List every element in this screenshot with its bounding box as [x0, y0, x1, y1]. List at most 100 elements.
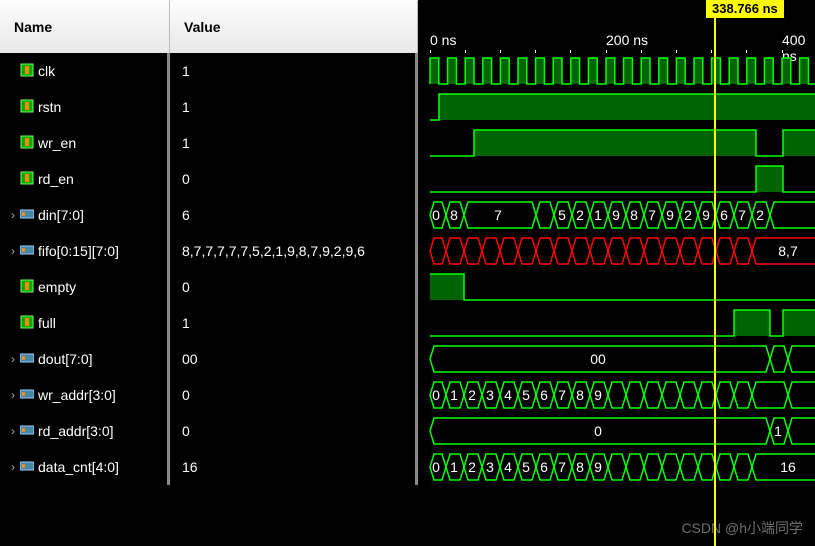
signal-row[interactable]: full 1	[0, 305, 418, 341]
signal-value: 16	[182, 459, 198, 475]
time-ruler[interactable]: 0 ns200 ns400 ns	[418, 18, 815, 53]
wave-row[interactable]	[418, 305, 815, 341]
signal-row[interactable]: › rd_addr[3:0] 0	[0, 413, 418, 449]
svg-text:9: 9	[666, 207, 674, 223]
signal-value: 6	[182, 207, 190, 223]
waveform-panel[interactable]: 338.766 ns 0 ns200 ns400 ns 087521987929…	[418, 0, 815, 546]
signal-row[interactable]: › data_cnt[4:0] 16	[0, 449, 418, 485]
signal-name-cell[interactable]: › rd_addr[3:0]	[0, 413, 170, 449]
svg-text:3: 3	[486, 459, 494, 475]
expand-chevron-icon[interactable]: ›	[6, 424, 20, 438]
signal-value-cell[interactable]: 16	[170, 449, 418, 485]
header-value[interactable]: Value	[170, 1, 418, 53]
svg-text:7: 7	[558, 459, 566, 475]
svg-text:2: 2	[468, 387, 476, 403]
signal-name-cell[interactable]: › din[7:0]	[0, 197, 170, 233]
signal-name-cell[interactable]: ›dout[7:0]	[0, 341, 170, 377]
signal-value-cell[interactable]: 1	[170, 53, 418, 89]
signal-row[interactable]: wr_en 1	[0, 125, 418, 161]
signal-name-cell[interactable]: rd_en	[0, 161, 170, 197]
wave-row[interactable]: 01	[418, 413, 815, 449]
signal-row[interactable]: clk 1	[0, 53, 418, 89]
wave-row[interactable]: 8,7	[418, 233, 815, 269]
signal-name-cell[interactable]: empty	[0, 269, 170, 305]
wave-rows: 0875219879296728,70001234567890101234567…	[418, 53, 815, 485]
svg-text:1: 1	[594, 207, 602, 223]
expand-chevron-icon[interactable]: ›	[6, 244, 20, 258]
signal-name: empty	[38, 279, 76, 295]
signal-name: data_cnt[4:0]	[38, 459, 119, 475]
wave-row[interactable]	[418, 89, 815, 125]
svg-text:9: 9	[612, 207, 620, 223]
svg-text:6: 6	[540, 387, 548, 403]
wave-row[interactable]: 00	[418, 341, 815, 377]
svg-text:4: 4	[504, 459, 512, 475]
expand-chevron-icon[interactable]: ›	[6, 460, 20, 474]
signal-name: din[7:0]	[38, 207, 84, 223]
svg-text:2: 2	[468, 459, 476, 475]
svg-text:5: 5	[558, 207, 566, 223]
signal-type-icon	[20, 243, 38, 260]
signal-name-cell[interactable]: ›fifo[0:15][7:0]	[0, 233, 170, 269]
svg-text:5: 5	[522, 459, 530, 475]
svg-text:2: 2	[576, 207, 584, 223]
signal-name-cell[interactable]: wr_en	[0, 125, 170, 161]
wave-row[interactable]: 087521987929672	[418, 197, 815, 233]
signal-value: 0	[182, 423, 190, 439]
wave-row[interactable]: 012345678916	[418, 449, 815, 485]
signal-name: rd_addr[3:0]	[38, 423, 114, 439]
svg-text:0: 0	[432, 387, 440, 403]
signal-value-cell[interactable]: 8,7,7,7,7,7,5,2,1,9,8,7,9,2,9,6	[170, 233, 418, 269]
signal-name-cell[interactable]: ›wr_addr[3:0]	[0, 377, 170, 413]
signal-value-cell[interactable]: 0	[170, 413, 418, 449]
signal-type-icon	[20, 315, 38, 332]
signal-row[interactable]: empty 0	[0, 269, 418, 305]
expand-chevron-icon[interactable]: ›	[6, 388, 20, 402]
signal-value: 00	[182, 351, 198, 367]
cursor-line[interactable]	[714, 0, 716, 546]
signal-name-cell[interactable]: › data_cnt[4:0]	[0, 449, 170, 485]
signal-name-cell[interactable]: rstn	[0, 89, 170, 125]
wave-row[interactable]	[418, 269, 815, 305]
svg-text:0: 0	[432, 459, 440, 475]
signal-name: full	[38, 315, 56, 331]
svg-text:16: 16	[780, 459, 796, 475]
signal-row[interactable]: ›dout[7:0] 00	[0, 341, 418, 377]
signal-value-cell[interactable]: 0	[170, 377, 418, 413]
signal-value-cell[interactable]: 0	[170, 269, 418, 305]
signal-value: 1	[182, 135, 190, 151]
signal-value-cell[interactable]: 6	[170, 197, 418, 233]
signal-row[interactable]: ›wr_addr[3:0]0	[0, 377, 418, 413]
wave-row[interactable]	[418, 125, 815, 161]
signal-value-cell[interactable]: 00	[170, 341, 418, 377]
signal-type-icon	[20, 171, 38, 188]
signal-rows: clk 1 rstn 1 wr_en 1 rd_en 0 › din[7:0] 6 ›fifo[0:1…	[0, 53, 418, 546]
svg-text:2: 2	[756, 207, 764, 223]
signal-name: clk	[38, 63, 55, 79]
signal-value-cell[interactable]: 0	[170, 161, 418, 197]
wave-row[interactable]	[418, 53, 815, 89]
expand-chevron-icon[interactable]: ›	[6, 208, 20, 222]
wave-row[interactable]: 0123456789	[418, 377, 815, 413]
signal-row[interactable]: ›fifo[0:15][7:0]8,7,7,7,7,7,5,2,1,9,8,7,…	[0, 233, 418, 269]
signal-value-cell[interactable]: 1	[170, 305, 418, 341]
header-name[interactable]: Name	[0, 1, 170, 53]
expand-chevron-icon[interactable]: ›	[6, 352, 20, 366]
svg-text:00: 00	[590, 351, 606, 367]
signal-row[interactable]: › din[7:0] 6	[0, 197, 418, 233]
signal-value-cell[interactable]: 1	[170, 89, 418, 125]
column-headers: Name Value	[0, 0, 418, 53]
wave-row[interactable]	[418, 161, 815, 197]
signal-name: rd_en	[38, 171, 74, 187]
signal-row[interactable]: rd_en 0	[0, 161, 418, 197]
svg-text:1: 1	[450, 387, 458, 403]
signal-name-cell[interactable]: full	[0, 305, 170, 341]
signal-value-cell[interactable]: 1	[170, 125, 418, 161]
signal-name: rstn	[38, 99, 61, 115]
svg-text:9: 9	[702, 207, 710, 223]
signal-row[interactable]: rstn 1	[0, 89, 418, 125]
svg-text:8: 8	[450, 207, 458, 223]
svg-text:5: 5	[522, 387, 530, 403]
signal-name-cell[interactable]: clk	[0, 53, 170, 89]
signal-name: wr_en	[38, 135, 76, 151]
